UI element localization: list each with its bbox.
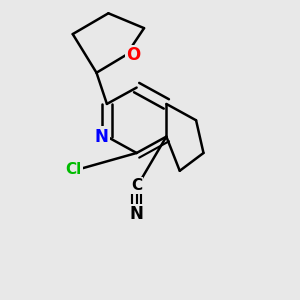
Text: Cl: Cl — [65, 162, 81, 177]
Text: O: O — [127, 46, 141, 64]
Text: N: N — [130, 205, 144, 223]
Text: C: C — [131, 178, 142, 193]
Text: N: N — [94, 128, 109, 146]
